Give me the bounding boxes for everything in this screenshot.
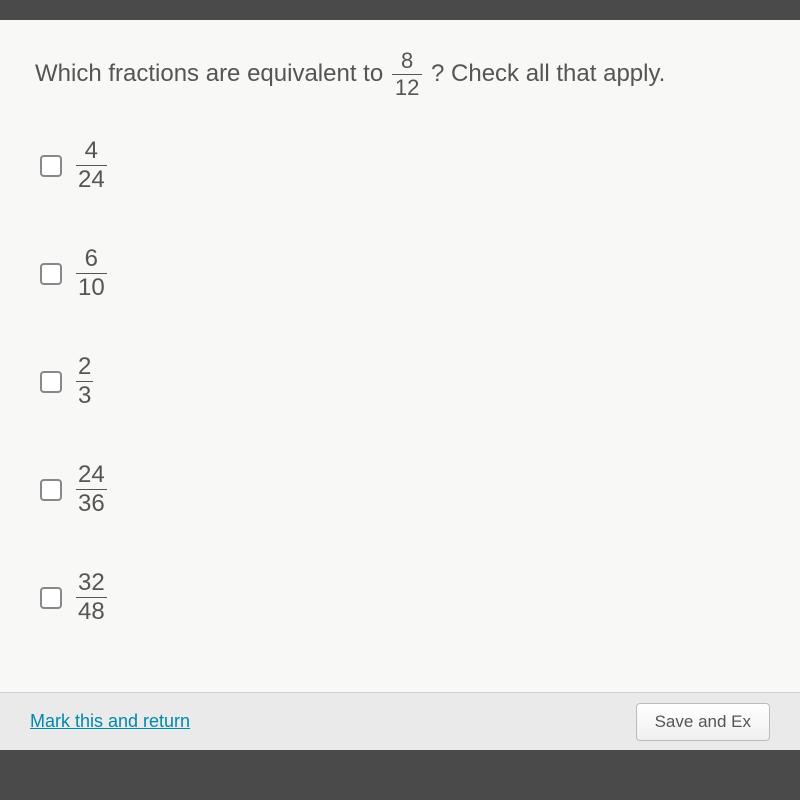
question-before: Which fractions are equivalent to	[35, 60, 390, 87]
option-1-numerator: 4	[76, 139, 107, 166]
option-row: 32 48	[40, 571, 770, 624]
footer-bar: Mark this and return Save and Ex	[0, 692, 800, 750]
checkbox-option-4[interactable]	[40, 479, 62, 501]
option-5-numerator: 32	[76, 571, 107, 598]
option-3-numerator: 2	[76, 355, 93, 382]
question-denominator: 12	[392, 75, 422, 99]
options-list: 4 24 6 10 2 3	[35, 139, 770, 624]
option-fraction-1: 4 24	[76, 139, 107, 192]
content-area: Which fractions are equivalent to 8 12 ?…	[0, 20, 800, 692]
option-fraction-2: 6 10	[76, 247, 107, 300]
mark-and-return-link[interactable]: Mark this and return	[30, 711, 190, 732]
question-fraction: 8 12	[392, 50, 422, 99]
question-numerator: 8	[392, 50, 422, 75]
option-row: 2 3	[40, 355, 770, 408]
option-fraction-3: 2 3	[76, 355, 93, 408]
checkbox-option-3[interactable]	[40, 371, 62, 393]
option-5-denominator: 48	[76, 598, 107, 624]
option-3-denominator: 3	[76, 382, 93, 408]
quiz-window: Which fractions are equivalent to 8 12 ?…	[0, 20, 800, 750]
option-2-numerator: 6	[76, 247, 107, 274]
option-4-numerator: 24	[76, 463, 107, 490]
option-1-denominator: 24	[76, 166, 107, 192]
checkbox-option-2[interactable]	[40, 263, 62, 285]
option-row: 4 24	[40, 139, 770, 192]
checkbox-option-5[interactable]	[40, 587, 62, 609]
option-row: 24 36	[40, 463, 770, 516]
option-row: 6 10	[40, 247, 770, 300]
option-fraction-4: 24 36	[76, 463, 107, 516]
question-text: Which fractions are equivalent to 8 12 ?…	[35, 50, 770, 99]
checkbox-option-1[interactable]	[40, 155, 62, 177]
question-after: ? Check all that apply.	[431, 60, 665, 87]
save-and-exit-button[interactable]: Save and Ex	[636, 703, 770, 741]
option-4-denominator: 36	[76, 490, 107, 516]
option-fraction-5: 32 48	[76, 571, 107, 624]
option-2-denominator: 10	[76, 274, 107, 300]
